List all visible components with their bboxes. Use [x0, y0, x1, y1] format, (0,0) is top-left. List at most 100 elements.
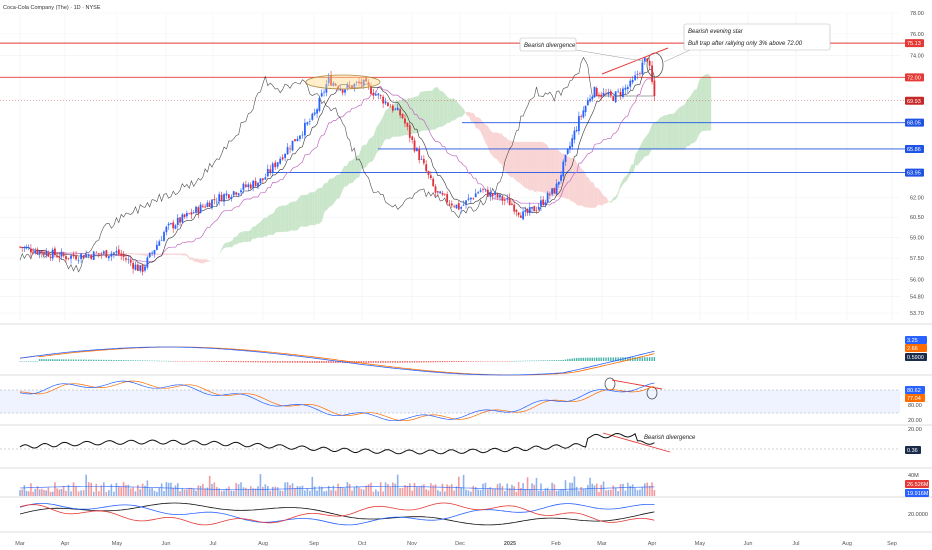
volume-bar [614, 487, 617, 496]
cloud-segment [449, 98, 452, 123]
candle-body [153, 250, 156, 255]
candle-body [85, 254, 88, 258]
macd-hist-bar [141, 360, 144, 361]
volume-bar [423, 484, 425, 496]
candle-body [30, 248, 32, 253]
y-tick-3: 62.00 [910, 195, 924, 201]
volume-bar [441, 483, 444, 496]
candle-body [548, 194, 551, 196]
volume-bar [110, 484, 113, 496]
volume-bar [172, 487, 175, 496]
cloud-segment [319, 187, 323, 224]
candle-body [303, 122, 306, 136]
macd-hist-bar [137, 360, 139, 361]
candle-body [308, 121, 311, 122]
month-label-15: Jun [744, 541, 753, 547]
macd-hist-bar [72, 359, 75, 361]
macd-hist-bar [286, 361, 289, 363]
cloud-segment [420, 91, 423, 132]
candles [19, 57, 656, 276]
macd-hist-bar [259, 361, 262, 363]
cloud-segment [356, 154, 360, 178]
volume-bar [491, 488, 494, 496]
candle-body [97, 253, 100, 255]
candle-body [453, 206, 456, 207]
macd-hist-bar [526, 360, 529, 362]
volume-bar [513, 486, 515, 496]
macd-hist-bar [602, 357, 605, 361]
candle-body [429, 175, 432, 178]
candle-body [508, 198, 511, 206]
candle-body [370, 86, 372, 94]
candle-body [469, 197, 472, 200]
macd-hist-bar [487, 361, 489, 362]
cloud-segment [606, 197, 609, 204]
volume-bar [610, 489, 612, 496]
volume-bar [279, 490, 281, 496]
macd-hist-bar [186, 361, 188, 362]
macd-hist-bar [193, 361, 195, 362]
cloud-segment [394, 100, 398, 137]
macd-hist-bar [639, 357, 641, 361]
macd-hist-bar [309, 361, 311, 363]
macd-hist-bar [420, 361, 423, 363]
volume-bar [439, 491, 441, 496]
cloud-segment [302, 195, 305, 227]
candle-body [110, 253, 113, 257]
volume-bar [34, 488, 37, 496]
macd-hist-bar [274, 361, 276, 363]
cloud-segment [508, 140, 511, 178]
candle-body [396, 107, 399, 111]
macd-hist-bar [318, 361, 321, 363]
macd-hist-bar [167, 360, 170, 362]
candle-body [462, 204, 465, 206]
macd-hist-bar [19, 361, 21, 362]
macd-hist-bar [337, 361, 339, 363]
candle-body [624, 87, 627, 90]
cloud-segment [385, 108, 388, 140]
candle-body [192, 212, 195, 214]
volume-bar [612, 485, 615, 496]
candle-body [591, 96, 594, 100]
cloud-segment [631, 164, 634, 174]
volume-bar [484, 482, 487, 496]
volume-bar [160, 483, 163, 496]
macd-hist-bar [634, 357, 636, 361]
candle-body [612, 96, 615, 101]
candle-body [557, 181, 560, 185]
macd-hist-bar [384, 361, 387, 363]
volume-bar [598, 491, 600, 496]
volume-bar [587, 485, 589, 496]
macd-hist-bar [47, 359, 50, 361]
volume-bar [195, 490, 197, 496]
candle-body [318, 97, 321, 111]
macd-hist-bar [363, 361, 365, 363]
macd-hist-bar [276, 361, 279, 363]
macd-hist-bar [245, 361, 247, 363]
volume-bar [60, 489, 63, 496]
candle-body [450, 203, 453, 206]
volume-bar [341, 487, 344, 496]
volume-bar [170, 482, 172, 496]
volume-bar [360, 488, 363, 496]
y-tick-6: 57.50 [910, 256, 924, 262]
macd-hist-bar [593, 357, 596, 361]
cloud-segment [611, 197, 614, 203]
candle-body [179, 217, 181, 223]
candle-body [271, 163, 274, 173]
candle-body [67, 257, 70, 259]
cloud-segment [640, 141, 643, 163]
volume-bar [526, 477, 529, 496]
cloud-segment [344, 165, 347, 187]
macd-hist-bar [218, 361, 220, 362]
candle-body [455, 204, 458, 209]
macd-hist-bar [399, 361, 401, 363]
cloud-segment [361, 144, 365, 169]
volume-bar [318, 486, 321, 496]
macd-hist-bar [41, 359, 43, 361]
cloud-segment [236, 232, 240, 245]
macd-hist-bar [533, 360, 535, 362]
conversion-line [19, 68, 655, 266]
candle-body [636, 74, 639, 75]
cloud-segment [568, 156, 571, 201]
